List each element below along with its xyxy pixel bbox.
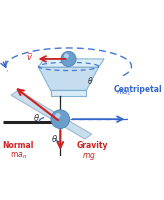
Text: Centripetal: Centripetal xyxy=(114,85,162,94)
Circle shape xyxy=(61,51,76,66)
Text: Gravity: Gravity xyxy=(77,141,108,150)
Text: $\theta$: $\theta$ xyxy=(87,75,94,86)
Text: $\theta$: $\theta$ xyxy=(51,133,58,144)
Polygon shape xyxy=(51,90,86,96)
Polygon shape xyxy=(38,67,99,90)
Text: Normal: Normal xyxy=(3,141,34,150)
Polygon shape xyxy=(38,59,104,67)
Text: m$a_c$: m$a_c$ xyxy=(116,89,132,98)
Circle shape xyxy=(51,110,70,128)
Polygon shape xyxy=(11,90,92,139)
Circle shape xyxy=(55,113,61,118)
Text: m$a_n$: m$a_n$ xyxy=(10,151,27,161)
Text: $\vec{v}$: $\vec{v}$ xyxy=(26,51,33,63)
Circle shape xyxy=(64,53,69,58)
Text: $\theta$: $\theta$ xyxy=(33,112,40,123)
Text: m$g$: m$g$ xyxy=(82,151,96,162)
